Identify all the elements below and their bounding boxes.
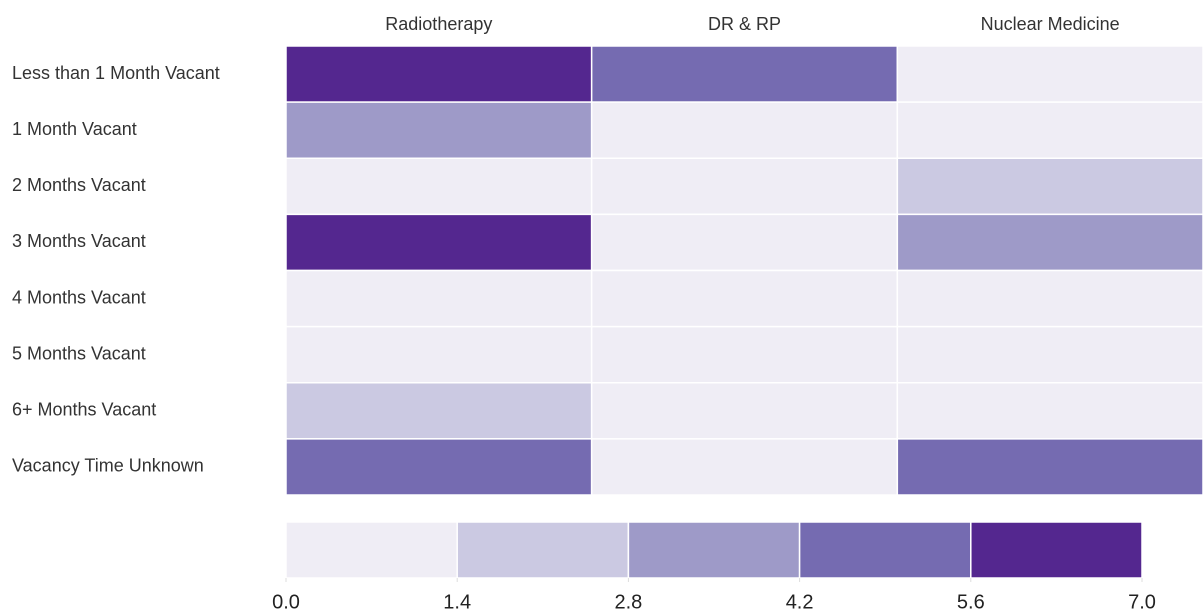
row-label: Less than 1 Month Vacant — [12, 63, 220, 83]
row-label: 4 Months Vacant — [12, 287, 146, 307]
row-label: 5 Months Vacant — [12, 343, 146, 363]
heatmap-cell — [285, 438, 593, 496]
colorbar-segment — [970, 521, 1143, 579]
heatmap-cell — [285, 325, 593, 384]
heatmap-cell — [896, 157, 1203, 216]
heatmap-cell — [590, 45, 899, 103]
heatmap-cell — [590, 269, 899, 328]
colorbar-tick-label: 0.0 — [272, 591, 300, 613]
colorbar-tick-label: 5.6 — [957, 591, 985, 613]
heatmap-cell — [285, 45, 593, 103]
colorbar-tick-label: 1.4 — [443, 591, 471, 613]
heatmap-cell — [896, 213, 1203, 272]
colorbar-tick-label: 4.2 — [786, 591, 814, 613]
colorbar-segment — [285, 521, 458, 579]
colorbar-tick-label: 2.8 — [614, 591, 642, 613]
row-label: Vacancy Time Unknown — [12, 456, 204, 476]
heatmap-cell — [590, 438, 899, 496]
column-label: Radiotherapy — [385, 14, 492, 34]
heatmap-cell — [590, 213, 899, 272]
row-label: 1 Month Vacant — [12, 119, 137, 139]
colorbar-tick-label: 7.0 — [1128, 591, 1156, 613]
colorbar-segment — [798, 521, 972, 579]
heatmap-cell — [896, 269, 1203, 328]
heatmap-cell — [285, 269, 593, 328]
heatmap-cell — [896, 101, 1203, 159]
colorbar-segment — [456, 521, 630, 579]
heatmap-cell — [590, 101, 899, 159]
heatmap-cell — [896, 325, 1203, 384]
heatmap-cell — [590, 382, 899, 440]
heatmap-cell — [285, 213, 593, 272]
row-label: 2 Months Vacant — [12, 175, 146, 195]
heatmap-cell — [896, 438, 1203, 496]
column-label: DR & RP — [708, 14, 781, 34]
heatmap-cell — [590, 325, 899, 384]
heatmap-cell — [285, 101, 593, 159]
row-label: 3 Months Vacant — [12, 231, 146, 251]
heatmap-cell — [285, 382, 593, 440]
heatmap-cell — [896, 382, 1203, 440]
heatmap-cell — [285, 157, 593, 216]
colorbar-segment — [627, 521, 801, 579]
heatmap-cell — [896, 45, 1203, 103]
column-label: Nuclear Medicine — [981, 14, 1120, 34]
row-label: 6+ Months Vacant — [12, 400, 156, 420]
heatmap-cell — [590, 157, 899, 216]
